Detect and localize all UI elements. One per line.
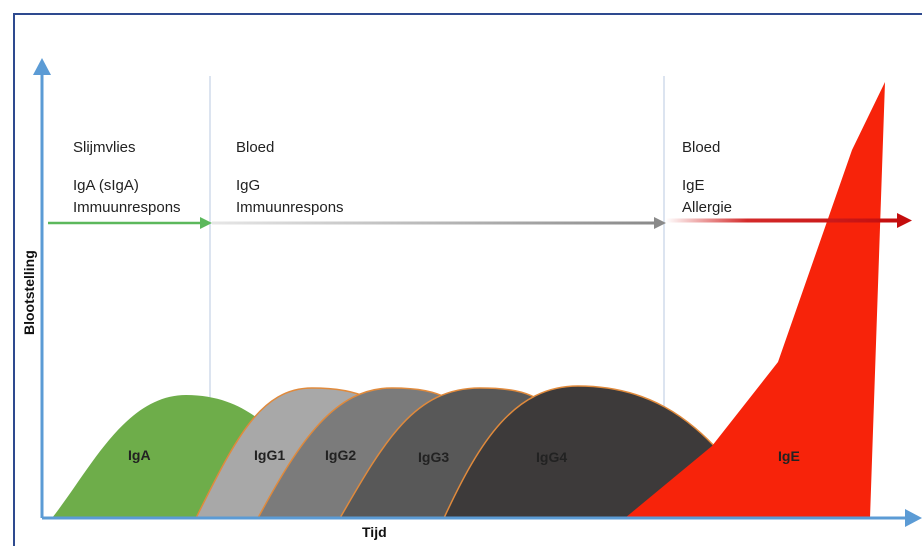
zone1-line1: Slijmvlies — [73, 139, 136, 156]
zone3-line3: Allergie — [682, 199, 732, 216]
arrow-blood-igg — [212, 221, 654, 225]
zone3-line1: Bloed — [682, 139, 720, 156]
curve-label-iga: IgA — [128, 447, 151, 463]
zone2-line1: Bloed — [236, 139, 274, 156]
curve-igg2 — [256, 387, 449, 519]
frame-border — [13, 13, 922, 546]
zone1-line2: IgA (sIgA) — [73, 177, 139, 194]
arrow-blood-ige — [666, 218, 898, 223]
curve-label-igg2: IgG2 — [325, 447, 356, 463]
curve-label-ige: IgE — [778, 448, 800, 464]
curve-label-igg1: IgG1 — [254, 447, 285, 463]
curve-igg3 — [338, 387, 538, 519]
y-axis-label: Blootstelling — [21, 250, 37, 335]
x-axis-arrowhead — [905, 509, 922, 527]
zone3-line2: IgE — [682, 177, 705, 194]
zone1-line3: Immuunrespons — [73, 199, 181, 216]
zone2-line2: IgG — [236, 177, 260, 194]
arrow-blood-igg-head — [654, 217, 666, 229]
arrow-mucosa-head — [200, 217, 212, 229]
curve-label-igg4: IgG4 — [536, 449, 567, 465]
x-axis-label: Tijd — [362, 524, 387, 540]
curve-ige — [625, 82, 885, 518]
y-axis-arrowhead — [33, 58, 51, 75]
curve-label-igg3: IgG3 — [418, 449, 449, 465]
arrow-blood-ige-head — [897, 213, 912, 228]
curve-igg4 — [442, 385, 722, 519]
zone2-line3: Immuunrespons — [236, 199, 344, 216]
